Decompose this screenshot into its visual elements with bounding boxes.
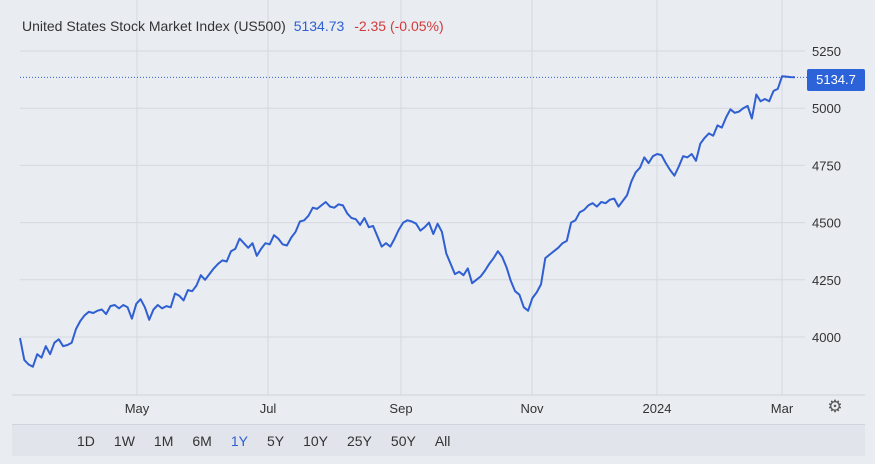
gear-icon[interactable]: ⚙: [827, 397, 843, 416]
x-tick-label: Sep: [389, 401, 412, 416]
range-button-1m[interactable]: 1M: [153, 432, 174, 449]
range-button-1d[interactable]: 1D: [77, 432, 95, 449]
range-button-all[interactable]: All: [434, 432, 451, 449]
current-price: 5134.73: [293, 18, 345, 34]
y-tick-label: 5000: [812, 101, 841, 116]
chart-area: 4000 4250 4500 4750 5000 5250 May Jul Sep Nov 2024…: [12, 0, 865, 416]
x-tick-label: May: [125, 401, 150, 416]
chart-title: United States Stock Market Index (US500): [22, 18, 286, 34]
y-tick-label: 4750: [812, 158, 841, 173]
x-tick-label: 2024: [643, 401, 672, 416]
chart-title-row: United States Stock Market Index (US500)…: [22, 18, 444, 34]
x-tick-label: Jul: [260, 401, 277, 416]
y-tick-label: 4000: [812, 330, 841, 345]
range-button-1w[interactable]: 1W: [113, 432, 135, 449]
range-button-1y[interactable]: 1Y: [230, 432, 248, 449]
range-button-5y[interactable]: 5Y: [266, 432, 285, 449]
y-tick-label: 5250: [812, 44, 841, 59]
x-tick-label: Nov: [520, 401, 544, 416]
range-button-50y[interactable]: 50Y: [390, 432, 416, 449]
series-line: [19, 75, 796, 368]
range-button-10y[interactable]: 10Y: [303, 432, 328, 449]
price-change: -2.35 (-0.05%): [354, 18, 444, 34]
x-tick-label: Mar: [771, 401, 794, 416]
range-button-25y[interactable]: 25Y: [346, 432, 372, 449]
line-chart: 4000 4250 4500 4750 5000 5250 May Jul Sep Nov 2024…: [12, 0, 865, 416]
y-tick-label: 4250: [812, 273, 841, 288]
last-price-tag: 5134.7: [807, 69, 865, 91]
range-button-6m[interactable]: 6M: [192, 432, 212, 449]
y-tick-label: 4500: [812, 216, 841, 231]
time-range-bar: 1D 1W 1M 6M 1Y 5Y 10Y 25Y 50Y All: [12, 424, 865, 456]
